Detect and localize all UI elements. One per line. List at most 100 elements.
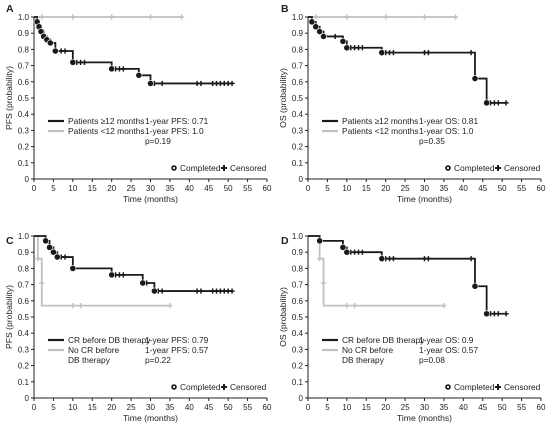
panel-letter: C bbox=[6, 235, 14, 247]
one-year-stat: 1-year OS: 0.57 bbox=[419, 345, 478, 355]
x-tick-label: 20 bbox=[107, 403, 116, 412]
event-circle bbox=[46, 243, 53, 251]
censored-mark bbox=[390, 50, 397, 56]
one-year-stat: 1-year PFS: 0.71 bbox=[145, 116, 209, 126]
x-tick-label: 50 bbox=[498, 403, 507, 412]
y-tick-label: 0.1 bbox=[292, 159, 304, 168]
event-circle bbox=[150, 287, 158, 295]
x-tick-label: 45 bbox=[478, 184, 487, 193]
y-tick-label: 0.3 bbox=[18, 345, 30, 354]
event-circle bbox=[147, 80, 154, 87]
x-tick-label: 60 bbox=[263, 184, 272, 193]
y-tick-label: 0.9 bbox=[292, 248, 304, 257]
y-tick-label: 0.1 bbox=[18, 378, 30, 387]
p-value: p=0.22 bbox=[145, 355, 171, 365]
censored-mark bbox=[503, 100, 509, 106]
y-tick-label: 0.2 bbox=[292, 143, 304, 152]
censored-mark bbox=[313, 14, 319, 20]
x-tick-label: 10 bbox=[68, 403, 77, 412]
y-tick-label: 0 bbox=[299, 175, 304, 184]
event-circle bbox=[483, 310, 491, 318]
censored-mark bbox=[35, 256, 41, 262]
y-tick-label: 0.5 bbox=[18, 94, 30, 103]
y-tick-label: 0.7 bbox=[18, 62, 30, 71]
x-tick-label: 35 bbox=[439, 403, 448, 412]
x-tick-label: 40 bbox=[185, 184, 194, 193]
y-tick-label: 0 bbox=[299, 394, 304, 403]
censored-mark bbox=[359, 249, 365, 255]
censored-mark bbox=[39, 14, 45, 20]
event-circle bbox=[316, 28, 324, 35]
series-gray bbox=[308, 235, 447, 309]
one-year-stat: 1-year PFS: 0.57 bbox=[145, 345, 209, 355]
event-circle bbox=[135, 71, 143, 79]
completed-label: Completed bbox=[454, 382, 495, 392]
y-axis-title: PFS (probability) bbox=[4, 66, 14, 130]
censored-mark bbox=[198, 288, 204, 294]
completed-symbol-inner bbox=[172, 385, 176, 389]
p-value: p=0.19 bbox=[145, 136, 171, 146]
censored-mark bbox=[317, 256, 323, 262]
x-axis-title: Time (months) bbox=[397, 413, 452, 423]
x-tick-label: 15 bbox=[88, 403, 97, 412]
y-tick-label: 0.1 bbox=[292, 378, 304, 387]
event-circle bbox=[312, 23, 320, 31]
x-tick-label: 55 bbox=[517, 184, 526, 193]
censored-mark bbox=[62, 48, 68, 54]
y-tick-label: 0.9 bbox=[18, 29, 30, 38]
completed-label: Completed bbox=[180, 382, 221, 392]
censored-mark bbox=[503, 311, 509, 317]
y-tick-label: 0.7 bbox=[292, 281, 304, 290]
censored-mark bbox=[344, 303, 350, 309]
one-year-stat: 1-year OS: 0.81 bbox=[419, 116, 478, 126]
x-tick-label: 20 bbox=[381, 184, 390, 193]
y-tick-label: 0.2 bbox=[18, 362, 30, 371]
y-tick-label: 0.5 bbox=[292, 313, 304, 322]
series-gray bbox=[34, 235, 173, 309]
x-tick-label: 30 bbox=[146, 403, 155, 412]
series-gray bbox=[308, 14, 459, 20]
censored-mark bbox=[62, 254, 68, 260]
censored-mark bbox=[425, 50, 431, 56]
event-circle bbox=[69, 264, 77, 272]
x-tick-label: 25 bbox=[401, 184, 410, 193]
one-year-stat: 1-year OS: 0.9 bbox=[419, 335, 474, 345]
x-tick-label: 5 bbox=[51, 184, 56, 193]
y-tick-label: 1.0 bbox=[292, 232, 304, 241]
censored-mark bbox=[359, 45, 365, 51]
panel-letter: B bbox=[281, 3, 289, 15]
event-circle bbox=[378, 49, 386, 57]
censored-mark bbox=[441, 303, 447, 309]
censored-mark bbox=[452, 14, 459, 20]
y-tick-label: 0.7 bbox=[18, 281, 30, 290]
censored-mark bbox=[198, 80, 204, 87]
x-tick-label: 45 bbox=[478, 403, 487, 412]
y-tick-label: 0 bbox=[25, 175, 30, 184]
censored-mark bbox=[229, 80, 235, 87]
censored-mark bbox=[344, 14, 350, 20]
censored-symbol bbox=[495, 165, 501, 171]
x-tick-label: 10 bbox=[68, 184, 77, 193]
event-circle bbox=[471, 282, 479, 290]
survival-curve bbox=[34, 16, 233, 85]
x-tick-label: 50 bbox=[498, 184, 507, 193]
y-tick-label: 1.0 bbox=[292, 13, 304, 22]
y-tick-label: 0.8 bbox=[292, 264, 304, 273]
x-tick-label: 40 bbox=[459, 184, 468, 193]
y-axis-title: PFS (probability) bbox=[4, 285, 14, 349]
censored-mark bbox=[70, 14, 76, 20]
y-tick-label: 0.3 bbox=[18, 126, 30, 135]
p-value: p=0.08 bbox=[419, 355, 445, 365]
censored-mark bbox=[390, 256, 397, 262]
legend-label: DB therapy bbox=[342, 355, 385, 365]
x-tick-label: 35 bbox=[165, 403, 174, 412]
x-tick-label: 0 bbox=[32, 403, 37, 412]
censored-mark bbox=[109, 14, 115, 20]
panel-letter: D bbox=[281, 235, 289, 247]
event-circle bbox=[50, 248, 57, 256]
event-circle bbox=[108, 65, 116, 73]
x-axis-title: Time (months) bbox=[397, 194, 452, 204]
censored-mark bbox=[320, 280, 327, 286]
censored-mark bbox=[332, 33, 338, 40]
legend-label: Patients <12 months bbox=[342, 126, 419, 136]
